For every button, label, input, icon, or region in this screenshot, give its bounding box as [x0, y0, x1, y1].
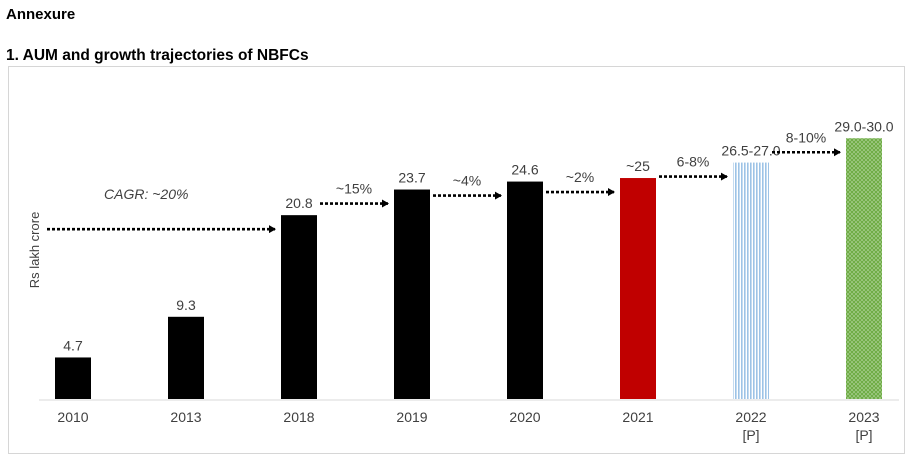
- bar-2020: [507, 181, 543, 399]
- bar-2021: [620, 178, 656, 399]
- x-tick-label-2013: 2013: [170, 409, 201, 425]
- data-label-2023: 29.0-30.0: [834, 118, 893, 134]
- aum-bar-chart: Rs lakh crore 4.7 2010 9.3 2013 20.8 2018 23.7…: [27, 118, 899, 443]
- bar-2013: [168, 316, 204, 399]
- x-tick-label-2023: 2023: [848, 409, 879, 425]
- annexure-heading: Annexure: [6, 6, 76, 23]
- x-tick-label-2022: 2022: [735, 409, 766, 425]
- growth-label-2019-2020: ~4%: [453, 173, 481, 189]
- x-tick-sublabel-2023: [P]: [855, 427, 872, 443]
- x-tick-label-2020: 2020: [509, 409, 540, 425]
- x-tick-sublabel-2022: [P]: [742, 427, 759, 443]
- growth-label-2020-2021: ~2%: [566, 169, 594, 185]
- growth-label-2018-2019: ~15%: [336, 181, 372, 197]
- x-tick-label-2010: 2010: [57, 409, 88, 425]
- chart-title: 1. AUM and growth trajectories of NBFCs: [6, 47, 309, 64]
- bar-2010: [55, 357, 91, 399]
- x-tick-label-2018: 2018: [283, 409, 314, 425]
- x-tick-label-2019: 2019: [396, 409, 427, 425]
- bar-2018: [281, 215, 317, 399]
- growth-label-2022-2023: 8-10%: [786, 129, 826, 145]
- data-label-2010: 4.7: [63, 337, 83, 353]
- bar-2019: [394, 189, 430, 399]
- growth-label-2021-2022: 6-8%: [677, 154, 710, 170]
- x-tick-label-2021: 2021: [622, 409, 653, 425]
- bar-2023: [846, 138, 882, 399]
- y-axis-label: Rs lakh crore: [27, 212, 42, 289]
- data-label-2013: 9.3: [176, 297, 196, 313]
- chart-frame: Rs lakh crore 4.7 2010 9.3 2013 20.8 2018 23.7…: [8, 66, 905, 454]
- data-label-2019: 23.7: [398, 170, 425, 186]
- bar-2022: [733, 162, 769, 399]
- data-label-2021: ~25: [626, 158, 650, 174]
- data-label-2018: 20.8: [285, 195, 312, 211]
- data-label-2020: 24.6: [511, 162, 538, 178]
- cagr-label: CAGR: ~20%: [104, 186, 188, 202]
- data-label-2022: 26.5-27.0: [721, 143, 780, 159]
